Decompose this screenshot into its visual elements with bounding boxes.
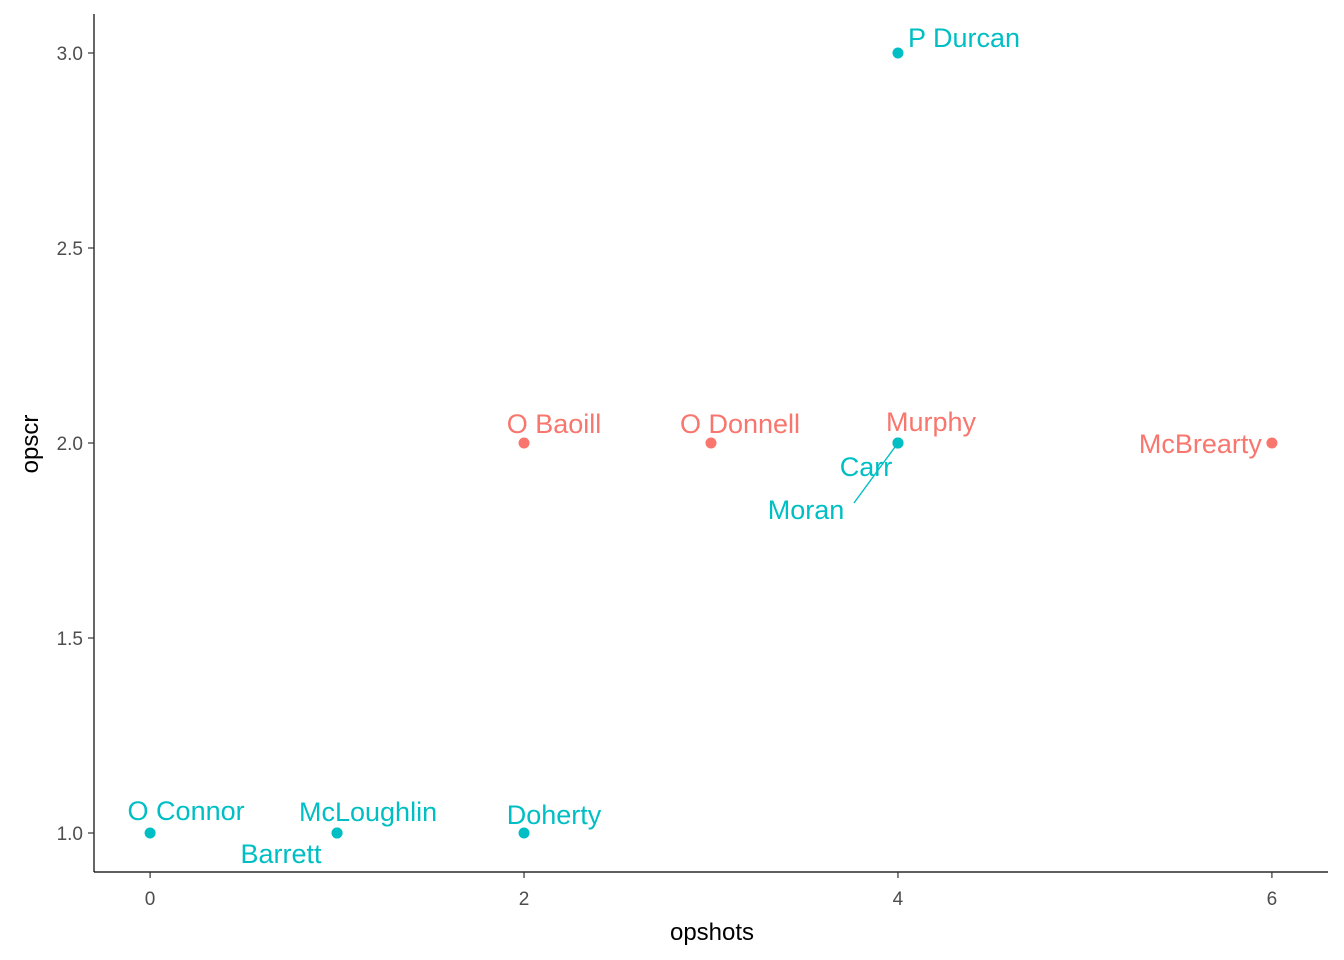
y-axis: 1.0 1.5 2.0 2.5 3.0 (57, 14, 95, 872)
label-o-baoill: O Baoill (507, 409, 602, 439)
x-tick-label: 0 (145, 889, 156, 910)
y-tick-label: 3.0 (57, 44, 83, 65)
y-tick-label: 2.0 (57, 434, 83, 455)
label-mcbrearty: McBrearty (1139, 429, 1263, 459)
label-moran: Moran (768, 495, 845, 525)
label-doherty: Doherty (507, 800, 602, 830)
point-mcbrearty (1266, 437, 1278, 449)
label-o-donnell: O Donnell (680, 409, 800, 439)
y-tick-label: 2.5 (57, 239, 83, 260)
leader-moran (853, 446, 896, 504)
label-barrett: Barrett (241, 839, 323, 869)
point-labels: P Durcan O Baoill O Donnell Murphy Carr Moran… (128, 23, 1263, 869)
point-p-durcan (892, 47, 904, 59)
data-points (144, 47, 1278, 839)
label-murphy: Murphy (886, 407, 977, 437)
label-leader-lines (853, 446, 896, 504)
point-moran (892, 437, 904, 449)
label-o-connor: O Connor (128, 796, 245, 826)
point-doherty (518, 827, 530, 839)
point-barrett (331, 827, 343, 839)
x-tick-label: 6 (1267, 889, 1278, 910)
x-axis-title: opshots (670, 919, 754, 946)
label-carr: Carr (840, 452, 893, 482)
x-axis: 0 2 4 6 (94, 871, 1328, 910)
y-axis-title: opscr (17, 415, 44, 474)
x-tick-label: 4 (893, 889, 904, 910)
x-tick-label: 2 (519, 889, 530, 910)
label-p-durcan: P Durcan (908, 23, 1020, 53)
label-mcloughlin: McLoughlin (299, 797, 437, 827)
y-tick-label: 1.5 (57, 629, 83, 650)
point-o-baoill (518, 437, 530, 449)
y-tick-label: 1.0 (57, 824, 83, 845)
point-o-donnell (705, 437, 717, 449)
point-o-connor (144, 827, 156, 839)
